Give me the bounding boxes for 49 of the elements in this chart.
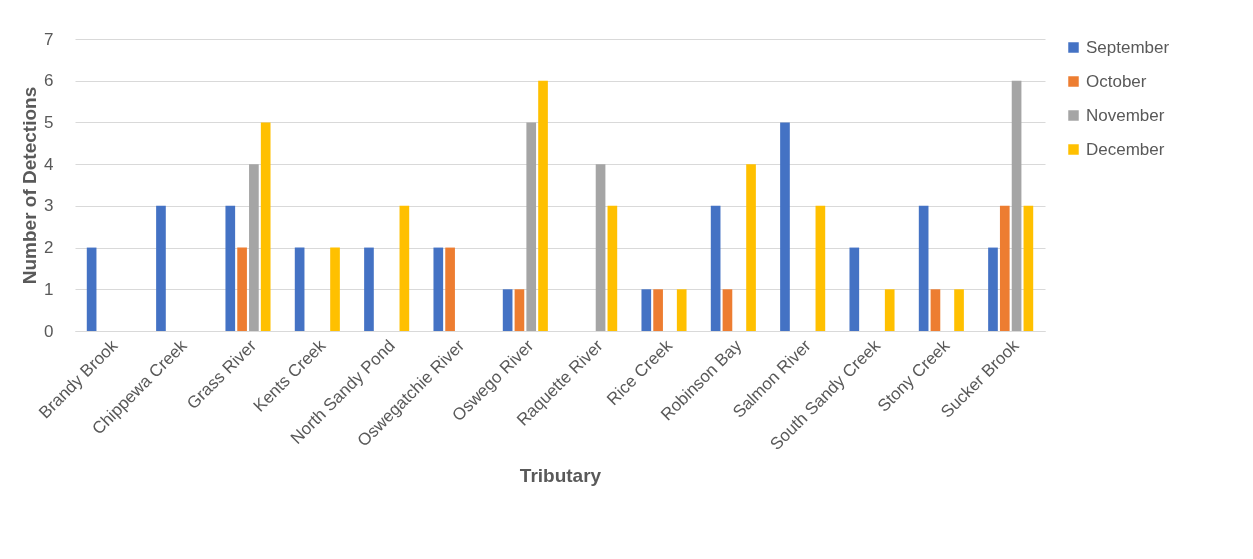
bar xyxy=(249,164,259,331)
bar xyxy=(988,247,998,331)
bar xyxy=(884,289,895,331)
legend-label: September xyxy=(1086,37,1170,57)
legend-label: December xyxy=(1086,139,1165,159)
bar xyxy=(815,205,826,331)
bar xyxy=(722,289,733,331)
bar xyxy=(676,289,687,331)
bar xyxy=(514,289,525,331)
legend-label: October xyxy=(1086,71,1147,91)
bar xyxy=(1011,80,1022,331)
x-axis-title: Tributary xyxy=(519,465,602,487)
y-tick-label: 5 xyxy=(44,112,54,132)
bar xyxy=(433,247,444,331)
y-tick-label: 7 xyxy=(44,29,54,49)
bar xyxy=(526,122,537,331)
legend-label: November xyxy=(1086,105,1165,125)
y-tick-label: 1 xyxy=(44,279,54,299)
bar xyxy=(86,247,97,331)
y-tick-label: 4 xyxy=(44,154,54,174)
bar xyxy=(653,289,663,331)
bar xyxy=(595,164,606,331)
bar xyxy=(710,205,721,331)
bar xyxy=(930,289,941,331)
bar xyxy=(746,164,756,331)
bar xyxy=(225,205,236,331)
bar xyxy=(780,122,790,331)
bar xyxy=(954,289,964,331)
bar xyxy=(849,247,860,331)
bar xyxy=(999,205,1010,331)
bar xyxy=(399,205,410,331)
bar xyxy=(156,205,166,331)
bar xyxy=(330,247,340,331)
bar xyxy=(237,247,247,331)
bar xyxy=(1023,205,1034,331)
bar xyxy=(502,289,513,331)
bar xyxy=(364,247,374,331)
y-tick-label: 2 xyxy=(44,238,54,258)
bar xyxy=(607,205,618,331)
bar xyxy=(538,80,548,331)
bar xyxy=(445,247,455,331)
bar xyxy=(260,122,271,331)
bar xyxy=(294,247,305,331)
bar xyxy=(918,205,929,331)
y-tick-label: 0 xyxy=(44,321,54,341)
bar xyxy=(641,289,652,331)
y-axis-title: Number of Detections xyxy=(19,86,41,285)
y-tick-label: 3 xyxy=(44,196,54,216)
y-tick-label: 6 xyxy=(44,71,54,91)
